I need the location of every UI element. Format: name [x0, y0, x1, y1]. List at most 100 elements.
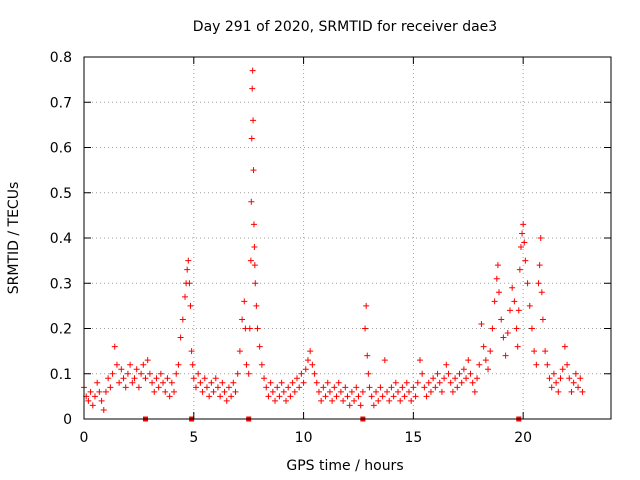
data-point	[175, 361, 182, 368]
data-point	[504, 330, 511, 337]
data-point	[403, 379, 410, 386]
x-tick-label: 5	[189, 430, 198, 446]
data-point	[234, 370, 241, 377]
data-point	[155, 384, 162, 391]
data-point	[368, 393, 375, 400]
y-tick-label: 0.3	[50, 276, 72, 292]
data-point	[214, 384, 221, 391]
x-tick-labels: 0 5 10 15 20	[80, 430, 533, 446]
data-point	[533, 361, 540, 368]
data-point	[395, 388, 402, 395]
data-point	[520, 221, 527, 228]
data-point	[272, 397, 279, 404]
data-point	[124, 370, 131, 377]
grid-lines	[84, 57, 611, 419]
data-point	[425, 379, 432, 386]
data-point	[329, 397, 336, 404]
data-point	[182, 293, 189, 300]
data-point	[366, 384, 373, 391]
data-point	[478, 320, 485, 327]
data-point	[515, 307, 522, 314]
data-point	[544, 361, 551, 368]
data-point	[452, 375, 459, 382]
data-point	[445, 370, 452, 377]
data-point	[267, 379, 274, 386]
data-point	[118, 366, 125, 373]
data-point	[188, 348, 195, 355]
data-point	[353, 384, 360, 391]
data-point	[408, 397, 415, 404]
data-point	[189, 361, 196, 368]
data-point	[575, 384, 582, 391]
data-point	[250, 221, 257, 228]
data-point	[335, 379, 342, 386]
data-point	[375, 397, 382, 404]
data-point	[300, 379, 307, 386]
data-point	[522, 257, 529, 264]
data-point	[109, 370, 116, 377]
data-point	[322, 393, 329, 400]
data-point	[337, 388, 344, 395]
data-point	[401, 393, 408, 400]
data-point	[373, 388, 380, 395]
data-point	[274, 384, 281, 391]
data-point	[465, 357, 472, 364]
data-point	[524, 280, 531, 287]
data-point	[572, 370, 579, 377]
data-point	[122, 384, 129, 391]
data-point	[87, 388, 94, 395]
data-point	[291, 388, 298, 395]
data-point	[144, 357, 151, 364]
data-point	[129, 379, 136, 386]
data-point	[212, 375, 219, 382]
data-point	[498, 316, 505, 323]
data-point	[365, 370, 372, 377]
data-point	[269, 388, 276, 395]
data-point	[197, 379, 204, 386]
data-point	[342, 384, 349, 391]
data-point	[249, 85, 256, 92]
data-point	[247, 257, 254, 264]
data-point	[293, 375, 300, 382]
data-point	[199, 388, 206, 395]
data-point	[392, 379, 399, 386]
data-point	[489, 325, 496, 332]
data-point	[443, 361, 450, 368]
data-point	[326, 388, 333, 395]
data-point	[248, 198, 255, 205]
data-point	[265, 393, 272, 400]
y-tick-label: 0.5	[50, 186, 72, 202]
data-point	[364, 352, 371, 359]
x-tick-label: 0	[80, 430, 89, 446]
y-axis-label: SRMTID / TECUs	[6, 182, 22, 295]
data-point	[278, 379, 285, 386]
data-point	[388, 384, 395, 391]
data-point	[149, 379, 156, 386]
data-point	[469, 379, 476, 386]
data-point	[171, 388, 178, 395]
data-point	[456, 370, 463, 377]
data-point	[131, 375, 138, 382]
data-point	[519, 230, 526, 237]
data-point	[246, 325, 253, 332]
data-point	[511, 298, 518, 305]
data-point	[120, 375, 127, 382]
axis-ticks	[83, 56, 611, 420]
data-point	[113, 361, 120, 368]
data-point	[555, 388, 562, 395]
data-point	[476, 361, 483, 368]
data-point	[221, 388, 228, 395]
data-point	[447, 379, 454, 386]
data-point	[133, 366, 140, 373]
data-point	[531, 348, 538, 355]
x-tick-label: 15	[404, 430, 422, 446]
data-point	[460, 366, 467, 373]
chart-title: Day 291 of 2020, SRMTID for receiver dae…	[193, 19, 497, 35]
y-tick-label: 0.2	[50, 322, 72, 338]
data-point	[438, 388, 445, 395]
data-point	[548, 384, 555, 391]
data-point	[568, 388, 575, 395]
x-axis-label: GPS time / hours	[286, 458, 403, 474]
x-tick-label: 10	[295, 430, 313, 446]
data-point	[307, 348, 314, 355]
